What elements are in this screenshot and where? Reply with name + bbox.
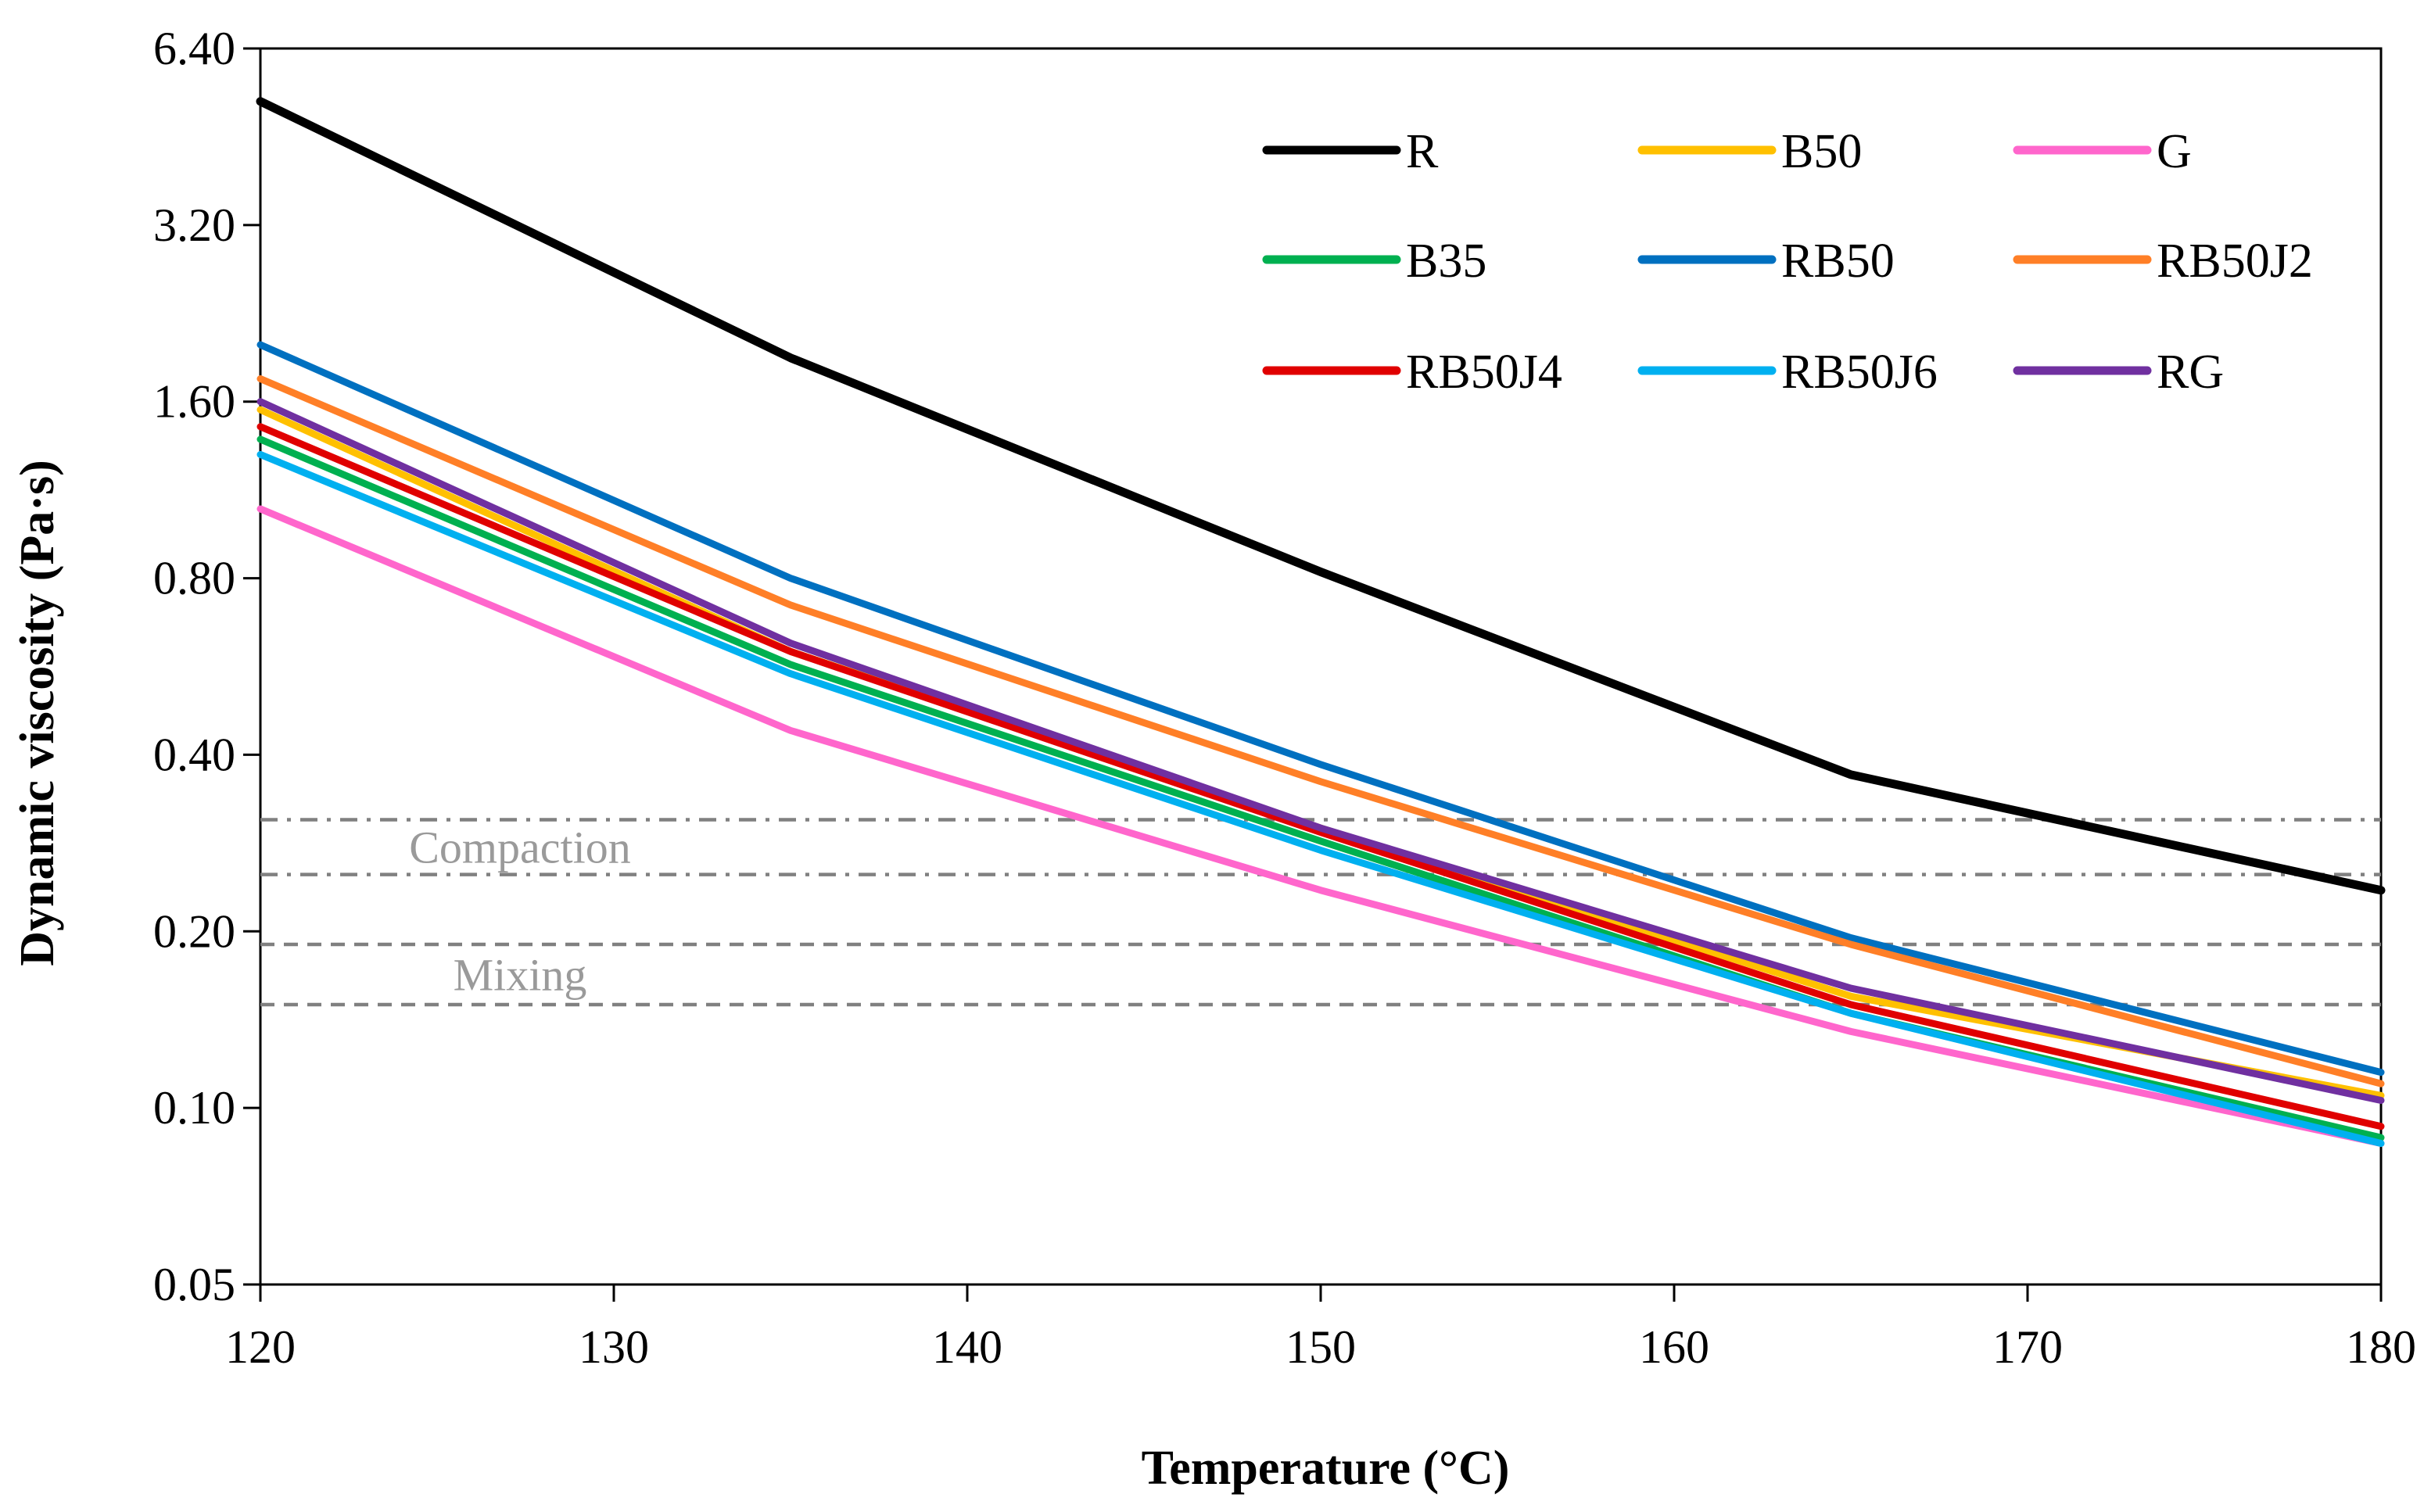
- series-line-r: [256, 97, 2386, 895]
- series-line-g: [256, 505, 2385, 1148]
- x-tick-label: 170: [1992, 1321, 2063, 1373]
- x-tick-label: 130: [579, 1321, 649, 1373]
- x-tick-label: 180: [2346, 1321, 2416, 1373]
- y-tick-label: 0.20: [153, 905, 235, 957]
- x-tick-label: 150: [1286, 1321, 1356, 1373]
- x-tick-label: 120: [225, 1321, 296, 1373]
- y-tick-label: 3.20: [153, 199, 235, 251]
- series-line-rb50j6: [256, 450, 2385, 1148]
- legend-label-b50: B50: [1781, 125, 1862, 178]
- series-line-rb50: [256, 341, 2385, 1077]
- legend-label-b35: B35: [1406, 235, 1486, 288]
- x-tick-label: 160: [1639, 1321, 1709, 1373]
- x-axis-title: Temperature (°C): [1142, 1442, 1510, 1495]
- series-line-rg: [256, 398, 2385, 1105]
- y-axis-title: Dynamic viscosity (Pa·s): [11, 460, 64, 966]
- y-tick-label: 0.10: [153, 1082, 235, 1134]
- legend-label-rb50j4: RB50J4: [1406, 346, 1562, 399]
- plot-frame: [259, 47, 2383, 1286]
- reference-label-compaction: Compaction: [409, 822, 631, 873]
- legend-label-g: G: [2157, 125, 2192, 178]
- legend-label-r: R: [1406, 125, 1439, 178]
- y-tick-label: 0.80: [153, 553, 235, 604]
- series-line-rb50j4: [256, 423, 2385, 1130]
- y-tick-label: 1.60: [153, 376, 235, 428]
- legend-label-rb50: RB50: [1781, 235, 1895, 288]
- legend-label-rb50j6: RB50J6: [1781, 346, 1938, 399]
- x-tick-label: 140: [932, 1321, 1002, 1373]
- series-line-rb50j2: [256, 375, 2385, 1087]
- y-tick-label: 0.40: [153, 729, 235, 780]
- legend-label-rb50j2: RB50J2: [2157, 235, 2313, 288]
- reference-label-mixing: Mixing: [454, 950, 587, 1001]
- y-tick-label: 6.40: [153, 23, 235, 74]
- y-tick-label: 0.05: [153, 1259, 235, 1310]
- legend-label-rg: RG: [2157, 346, 2224, 399]
